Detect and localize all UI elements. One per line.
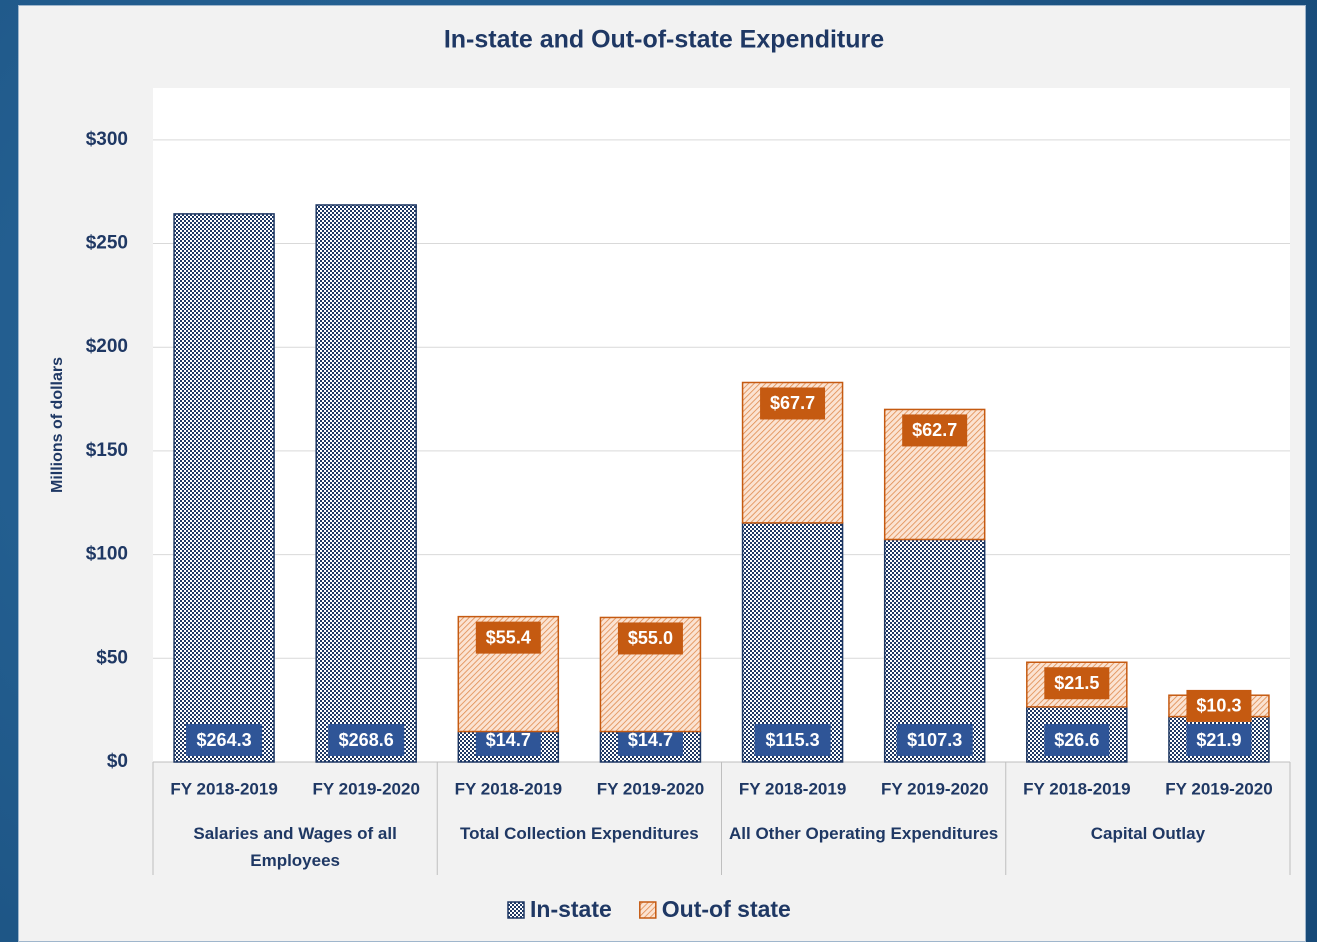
value-label: $14.7 [628,730,673,750]
bar-segment [741,522,844,763]
value-label: $26.6 [1054,730,1099,750]
y-tick-label: $200 [86,336,128,357]
value-label-box [902,414,968,447]
legend-swatch [639,901,657,919]
value-label: $55.4 [486,627,531,647]
legend-label: In-state [530,896,612,922]
x-tick-label: FY 2019-2020 [881,779,988,798]
group-label: Total Collection Expenditures [460,824,699,843]
value-label: $21.9 [1196,730,1241,750]
value-label: $14.7 [486,730,531,750]
x-tick-label: FY 2018-2019 [739,779,846,798]
y-tick-label: $150 [86,440,128,461]
value-label-box [1186,689,1252,722]
x-tick-label: FY 2018-2019 [455,779,562,798]
value-label: $67.7 [770,393,815,413]
y-tick-label: $300 [86,129,128,150]
legend-swatch [507,901,525,919]
y-axis-label: Millions of dollars [49,357,66,493]
value-label-box [754,724,831,756]
group-label: Salaries and Wages of all Employees [193,824,397,870]
value-label: $10.3 [1196,696,1241,716]
x-tick-label: FY 2018-2019 [170,779,277,798]
value-label-box [617,622,683,655]
y-tick-label: $50 [96,647,128,668]
value-label: $115.3 [766,730,820,750]
value-label-box [1044,667,1110,700]
y-tick-label: $250 [86,233,128,254]
group-label: Capital Outlay [1090,824,1206,843]
value-label-box [896,724,973,756]
x-tick-label: FY 2018-2019 [1023,779,1130,798]
x-tick-label: FY 2019-2020 [312,779,419,798]
value-label-box [186,724,263,756]
bar-segment [315,204,417,763]
bar-segment [173,213,275,763]
legend-label: Out-of state [662,896,791,922]
value-label: $55.0 [628,628,673,648]
value-label: $268.6 [339,730,394,750]
value-label-box [475,621,541,654]
value-label-box [1044,724,1110,756]
value-label-box [1186,724,1252,756]
value-label: $62.7 [912,420,957,440]
value-label-box [328,724,405,756]
value-label: $21.5 [1054,673,1099,693]
value-label: $264.3 [197,730,252,750]
x-tick-label: FY 2019-2020 [597,779,704,798]
value-label: $107.3 [907,730,962,750]
value-label-box [760,387,826,420]
y-tick-label: $0 [107,751,128,772]
group-label: All Other Operating Expenditures [729,824,999,843]
chart-title: In-state and Out-of-state Expenditure [444,26,884,54]
x-tick-label: FY 2019-2020 [1165,779,1272,798]
y-tick-label: $100 [86,544,128,565]
